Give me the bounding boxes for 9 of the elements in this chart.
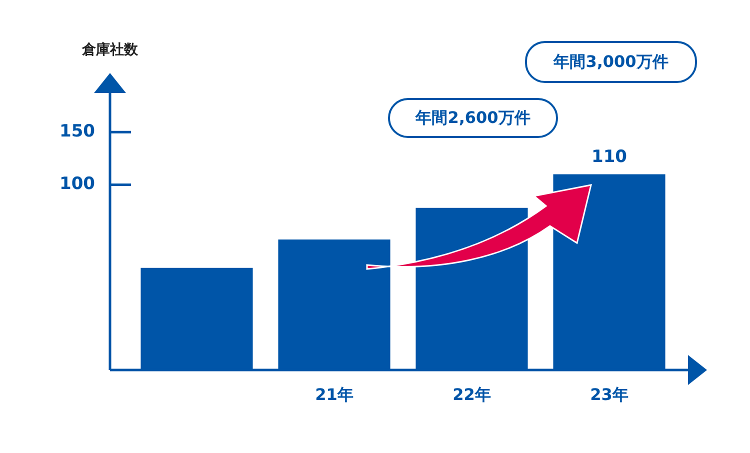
- x-tick-label: 21年: [315, 384, 354, 404]
- y-axis-title: 倉庫社数: [82, 41, 138, 59]
- data-label: 110: [592, 147, 628, 168]
- y-tick-label: 100: [60, 174, 96, 194]
- x-tick-label: 22年: [452, 384, 491, 404]
- x-tick-label: 23年: [590, 384, 628, 404]
- y-tick-label: 150: [60, 122, 96, 142]
- annotation: 年間2,600万件: [388, 98, 558, 138]
- text: 年間3,000万件: [525, 41, 697, 83]
